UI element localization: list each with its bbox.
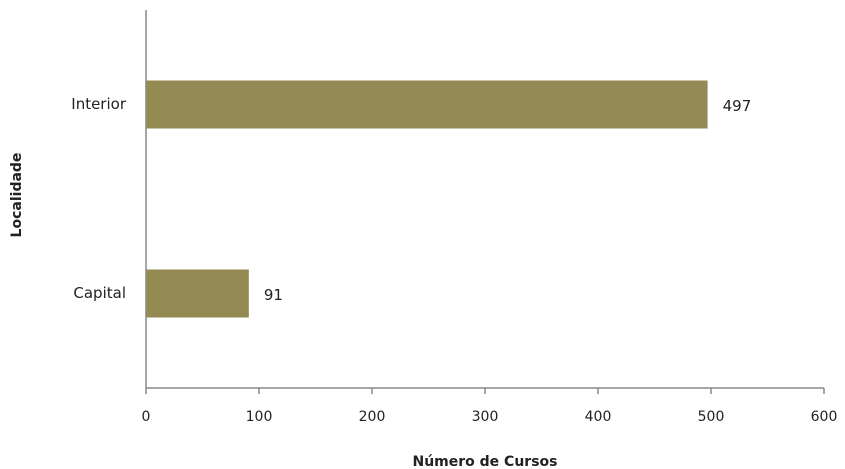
x-tick-label: 100 xyxy=(246,409,273,425)
bar xyxy=(146,269,249,318)
x-tick-label: 200 xyxy=(359,409,386,425)
x-tick-label: 600 xyxy=(811,409,838,425)
x-tick-label: 0 xyxy=(142,409,151,425)
value-label: 497 xyxy=(723,97,752,115)
bar xyxy=(146,80,708,129)
value-label: 91 xyxy=(264,286,283,304)
y-axis-label: Localidade xyxy=(9,153,25,238)
x-tick-label: 500 xyxy=(698,409,725,425)
y-tick-label: Interior xyxy=(71,95,127,113)
x-axis-label: Número de Cursos xyxy=(413,454,558,469)
x-tick-label: 300 xyxy=(472,409,499,425)
x-tick-label: 400 xyxy=(585,409,612,425)
y-tick-label: Capital xyxy=(73,284,126,302)
